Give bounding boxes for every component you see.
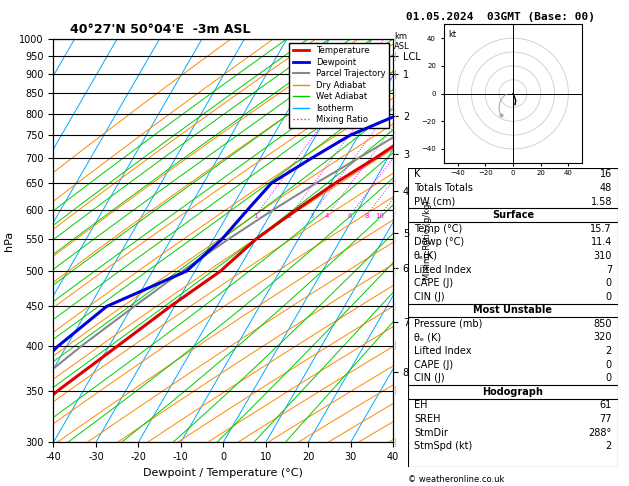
- Text: Most Unstable: Most Unstable: [474, 305, 552, 315]
- Text: Temp (°C): Temp (°C): [414, 224, 462, 234]
- Text: |: |: [394, 179, 396, 188]
- Text: 7: 7: [606, 264, 612, 275]
- Text: |: |: [394, 235, 396, 243]
- Text: 11.4: 11.4: [591, 237, 612, 247]
- Text: |: |: [394, 69, 396, 79]
- Text: 8: 8: [364, 213, 369, 219]
- Text: StmDir: StmDir: [414, 428, 448, 437]
- Text: 6: 6: [347, 213, 352, 219]
- Text: CAPE (J): CAPE (J): [414, 360, 453, 370]
- Text: 77: 77: [599, 414, 612, 424]
- Text: 01.05.2024  03GMT (Base: 00): 01.05.2024 03GMT (Base: 00): [406, 12, 594, 22]
- Text: 3: 3: [309, 213, 314, 219]
- Text: |: |: [394, 52, 396, 61]
- Y-axis label: Mixing Ratio (g/kg): Mixing Ratio (g/kg): [423, 201, 432, 280]
- Text: |: |: [394, 386, 396, 395]
- Text: θₑ (K): θₑ (K): [414, 332, 441, 343]
- Text: 0: 0: [606, 360, 612, 370]
- X-axis label: Dewpoint / Temperature (°C): Dewpoint / Temperature (°C): [143, 468, 303, 478]
- Text: 16: 16: [599, 170, 612, 179]
- Text: |: |: [394, 341, 396, 350]
- Text: 2: 2: [606, 441, 612, 451]
- Text: kt: kt: [448, 30, 456, 39]
- Text: © weatheronline.co.uk: © weatheronline.co.uk: [408, 474, 504, 484]
- Text: km
ASL: km ASL: [394, 32, 410, 51]
- Text: 0: 0: [606, 292, 612, 302]
- Text: 15.7: 15.7: [591, 224, 612, 234]
- Text: CIN (J): CIN (J): [414, 373, 445, 383]
- Text: 288°: 288°: [589, 428, 612, 437]
- Text: |: |: [394, 267, 396, 276]
- Text: θₑ(K): θₑ(K): [414, 251, 438, 261]
- Text: PW (cm): PW (cm): [414, 197, 455, 207]
- Text: EH: EH: [414, 400, 428, 410]
- Text: |: |: [394, 154, 396, 163]
- Y-axis label: hPa: hPa: [4, 230, 14, 251]
- Text: |: |: [394, 109, 396, 118]
- Text: 1.58: 1.58: [591, 197, 612, 207]
- Text: 10: 10: [376, 213, 384, 219]
- Text: |: |: [394, 89, 396, 98]
- Text: K: K: [414, 170, 420, 179]
- Text: Pressure (mb): Pressure (mb): [414, 319, 482, 329]
- Text: 1: 1: [253, 213, 258, 219]
- Text: Surface: Surface: [492, 210, 534, 220]
- Text: |: |: [394, 438, 396, 447]
- Text: CIN (J): CIN (J): [414, 292, 445, 302]
- Text: Dewp (°C): Dewp (°C): [414, 237, 464, 247]
- Legend: Temperature, Dewpoint, Parcel Trajectory, Dry Adiabat, Wet Adiabat, Isotherm, Mi: Temperature, Dewpoint, Parcel Trajectory…: [289, 43, 389, 128]
- Text: 0: 0: [606, 373, 612, 383]
- Text: Lifted Index: Lifted Index: [414, 264, 471, 275]
- Text: 2: 2: [606, 346, 612, 356]
- Text: 310: 310: [594, 251, 612, 261]
- Text: CAPE (J): CAPE (J): [414, 278, 453, 288]
- Text: 61: 61: [599, 400, 612, 410]
- Text: Lifted Index: Lifted Index: [414, 346, 471, 356]
- Text: |: |: [394, 131, 396, 140]
- Text: SREH: SREH: [414, 414, 440, 424]
- Text: 40°27'N 50°04'E  -3m ASL: 40°27'N 50°04'E -3m ASL: [70, 23, 251, 36]
- Text: Totals Totals: Totals Totals: [414, 183, 473, 193]
- Text: 0: 0: [606, 278, 612, 288]
- Text: 48: 48: [599, 183, 612, 193]
- Text: |: |: [394, 302, 396, 311]
- Text: 4: 4: [325, 213, 329, 219]
- Text: 850: 850: [594, 319, 612, 329]
- Text: 2: 2: [288, 213, 292, 219]
- Text: 320: 320: [594, 332, 612, 343]
- Text: Hodograph: Hodograph: [482, 387, 543, 397]
- Text: StmSpd (kt): StmSpd (kt): [414, 441, 472, 451]
- Text: |: |: [394, 35, 396, 43]
- Text: |: |: [394, 206, 396, 214]
